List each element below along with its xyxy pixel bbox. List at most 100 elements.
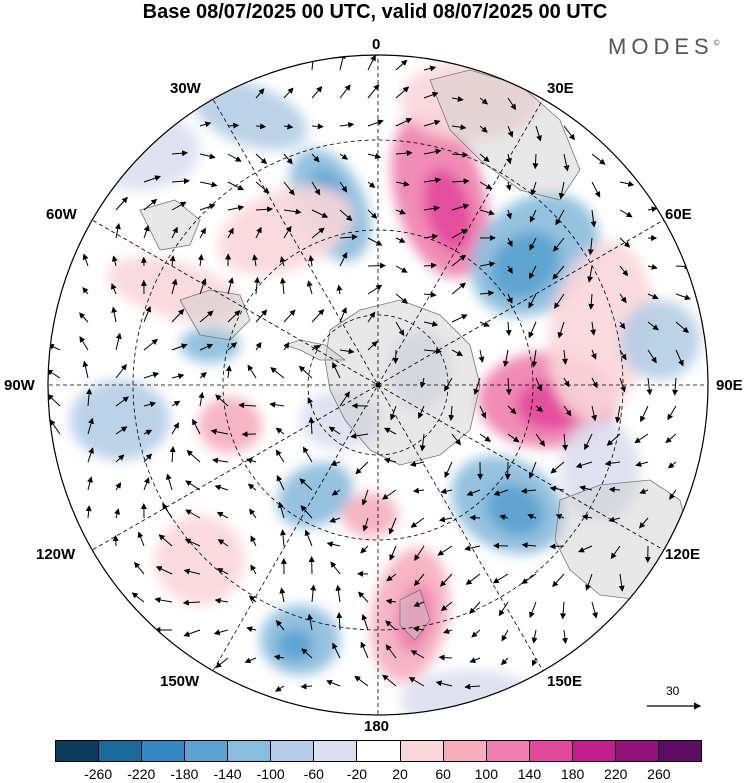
wind-vector bbox=[451, 282, 466, 295]
wind-vector bbox=[604, 460, 621, 467]
anomaly-region bbox=[217, 185, 353, 275]
wind-vector bbox=[385, 598, 397, 605]
wind-vector bbox=[423, 177, 442, 184]
wind-vector bbox=[283, 123, 294, 130]
wind-vector bbox=[216, 568, 229, 575]
wind-vector bbox=[143, 338, 158, 351]
wind-vector bbox=[275, 427, 285, 435]
anomaly-field bbox=[70, 60, 700, 715]
anomaly-region bbox=[620, 300, 700, 380]
wind-vector bbox=[619, 237, 631, 248]
wind-vector bbox=[339, 252, 348, 267]
wind-vector bbox=[171, 373, 185, 380]
label-30w: 30W bbox=[170, 80, 201, 97]
wind-vector bbox=[227, 227, 234, 239]
wind-vector bbox=[412, 626, 425, 633]
wind-vector bbox=[395, 59, 408, 71]
wind-vector bbox=[635, 461, 649, 467]
wind-vector bbox=[530, 181, 537, 196]
wind-vector bbox=[329, 517, 341, 523]
wind-vector bbox=[469, 514, 481, 521]
anomaly-region bbox=[400, 670, 540, 715]
wind-vector bbox=[307, 613, 314, 631]
anomaly-region bbox=[277, 462, 353, 528]
wind-vector bbox=[451, 203, 470, 211]
wind-vector bbox=[531, 657, 538, 667]
wind-vector bbox=[451, 433, 462, 446]
wind-vector bbox=[227, 277, 234, 295]
wind-vector bbox=[410, 517, 425, 528]
colorbar-swatch bbox=[314, 741, 358, 761]
anomaly-region bbox=[390, 330, 450, 410]
wind-vector bbox=[562, 433, 569, 451]
wind-vector bbox=[361, 613, 369, 631]
wind-vector bbox=[619, 180, 635, 187]
anomaly-region bbox=[342, 493, 398, 537]
wind-vector bbox=[250, 564, 257, 575]
wind-vector bbox=[115, 396, 130, 407]
wind-vector bbox=[479, 433, 492, 442]
wind-vector bbox=[423, 205, 440, 212]
wind-vector bbox=[521, 573, 537, 584]
wind-vector bbox=[451, 178, 470, 185]
wind-vector bbox=[640, 405, 649, 423]
wind-vector bbox=[506, 153, 512, 165]
label-30e: 30E bbox=[547, 80, 574, 97]
wind-vector bbox=[49, 419, 61, 435]
wind-vector bbox=[185, 480, 201, 491]
wind-vector bbox=[471, 629, 481, 638]
wind-vector bbox=[520, 487, 537, 494]
wind-vector bbox=[561, 629, 568, 645]
wind-vector bbox=[283, 225, 292, 239]
wind-vector bbox=[585, 573, 593, 591]
wind-vector bbox=[479, 290, 495, 297]
wind-vector bbox=[437, 545, 453, 556]
wind-vector bbox=[302, 446, 313, 463]
wind-vector bbox=[608, 516, 621, 523]
wind-vector bbox=[528, 321, 537, 339]
wind-vector bbox=[501, 629, 509, 642]
wind-vector bbox=[507, 405, 517, 415]
wind-vector bbox=[423, 91, 439, 99]
graticule bbox=[48, 55, 708, 715]
colorbar-swatch bbox=[99, 741, 143, 761]
wind-vector bbox=[114, 508, 120, 519]
wind-vector bbox=[360, 641, 369, 659]
wind-vector bbox=[199, 278, 207, 295]
wind-vector bbox=[440, 573, 453, 587]
wind-vector bbox=[171, 422, 180, 435]
wind-vector bbox=[171, 308, 185, 323]
wind-vector bbox=[199, 372, 207, 379]
wind-vector bbox=[505, 377, 512, 396]
wind-vector bbox=[87, 447, 94, 463]
wind-vector bbox=[395, 321, 405, 337]
wind-vector bbox=[414, 545, 425, 562]
wind-vector bbox=[199, 121, 212, 128]
wind-vector bbox=[199, 310, 214, 323]
wind-vectors bbox=[48, 55, 691, 692]
wind-vector bbox=[500, 657, 509, 666]
wind-vector bbox=[464, 683, 481, 690]
wind-vector bbox=[479, 321, 490, 327]
wind-vector bbox=[532, 153, 539, 170]
wind-vector bbox=[388, 517, 397, 535]
wind-vector bbox=[244, 657, 257, 664]
wind-vector bbox=[199, 203, 216, 211]
wind-vector bbox=[367, 119, 384, 127]
wind-vector bbox=[584, 433, 593, 451]
wind-vector bbox=[332, 642, 341, 659]
colorbar-swatch bbox=[658, 741, 701, 761]
wind-vector bbox=[385, 644, 397, 659]
wind-vector bbox=[555, 514, 565, 520]
wind-vector bbox=[479, 405, 487, 419]
wind-vector bbox=[169, 255, 176, 267]
wind-vector bbox=[505, 321, 512, 337]
wind-vector bbox=[521, 542, 537, 549]
wind-vector bbox=[227, 122, 240, 129]
wind-vector bbox=[587, 237, 594, 256]
wind-vector bbox=[667, 405, 677, 421]
wind-vector bbox=[383, 427, 397, 435]
anomaly-region bbox=[486, 484, 544, 536]
colorbar-swatch bbox=[185, 741, 229, 761]
wind-vector bbox=[606, 433, 621, 446]
